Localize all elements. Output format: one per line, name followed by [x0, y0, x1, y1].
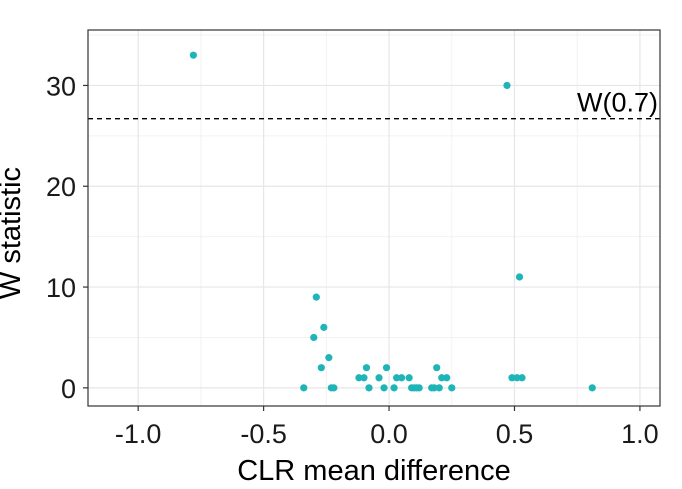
- y-tick-label: 10: [46, 273, 76, 303]
- data-point: [443, 374, 451, 382]
- data-point: [415, 384, 423, 392]
- data-point: [312, 293, 320, 301]
- data-point: [355, 374, 363, 382]
- data-point: [320, 323, 328, 331]
- data-point: [433, 364, 441, 372]
- data-point: [513, 374, 521, 382]
- y-tick-label: 30: [46, 71, 76, 101]
- data-point: [362, 364, 371, 372]
- data-point: [360, 374, 368, 382]
- x-axis-ticks: -1.0 -0.5 0.0 0.5 1.0: [115, 406, 659, 449]
- threshold-layer: W(0.7): [88, 88, 660, 120]
- data-point: [330, 384, 338, 392]
- data-point: [300, 384, 308, 392]
- x-axis-title: CLR mean difference: [237, 455, 511, 487]
- data-point: [317, 364, 325, 372]
- data-point: [518, 374, 526, 382]
- data-point: [382, 364, 391, 372]
- x-tick-label: 0.5: [496, 419, 534, 449]
- data-point: [310, 333, 318, 342]
- y-tick-label: 20: [46, 172, 76, 202]
- data-point: [380, 384, 388, 392]
- data-point: [448, 384, 456, 392]
- grid-lines: [88, 30, 660, 406]
- data-point: [405, 374, 413, 382]
- x-tick-label: 1.0: [621, 419, 659, 449]
- y-tick-label: 0: [61, 374, 76, 404]
- data-point: [189, 51, 197, 59]
- data-point: [588, 384, 596, 392]
- data-point: [508, 374, 516, 382]
- data-point: [390, 384, 398, 392]
- x-tick-label: -0.5: [240, 419, 287, 449]
- threshold-label: W(0.7): [577, 88, 658, 118]
- data-point: [375, 374, 383, 382]
- data-point: [397, 374, 406, 382]
- data-point: [515, 273, 524, 281]
- data-points: [189, 51, 596, 392]
- data-point: [430, 384, 438, 392]
- x-tick-label: -1.0: [115, 419, 162, 449]
- plot-panel-border: [87, 29, 661, 407]
- y-axis-ticks: 0 10 20 30: [46, 71, 88, 404]
- data-point: [392, 374, 401, 382]
- data-point: [325, 354, 333, 362]
- data-point: [365, 384, 373, 392]
- data-point: [435, 384, 443, 392]
- y-axis-title: W statistic: [0, 167, 27, 299]
- data-point: [503, 81, 511, 90]
- data-point: [438, 374, 446, 382]
- x-tick-label: 0.0: [370, 419, 408, 449]
